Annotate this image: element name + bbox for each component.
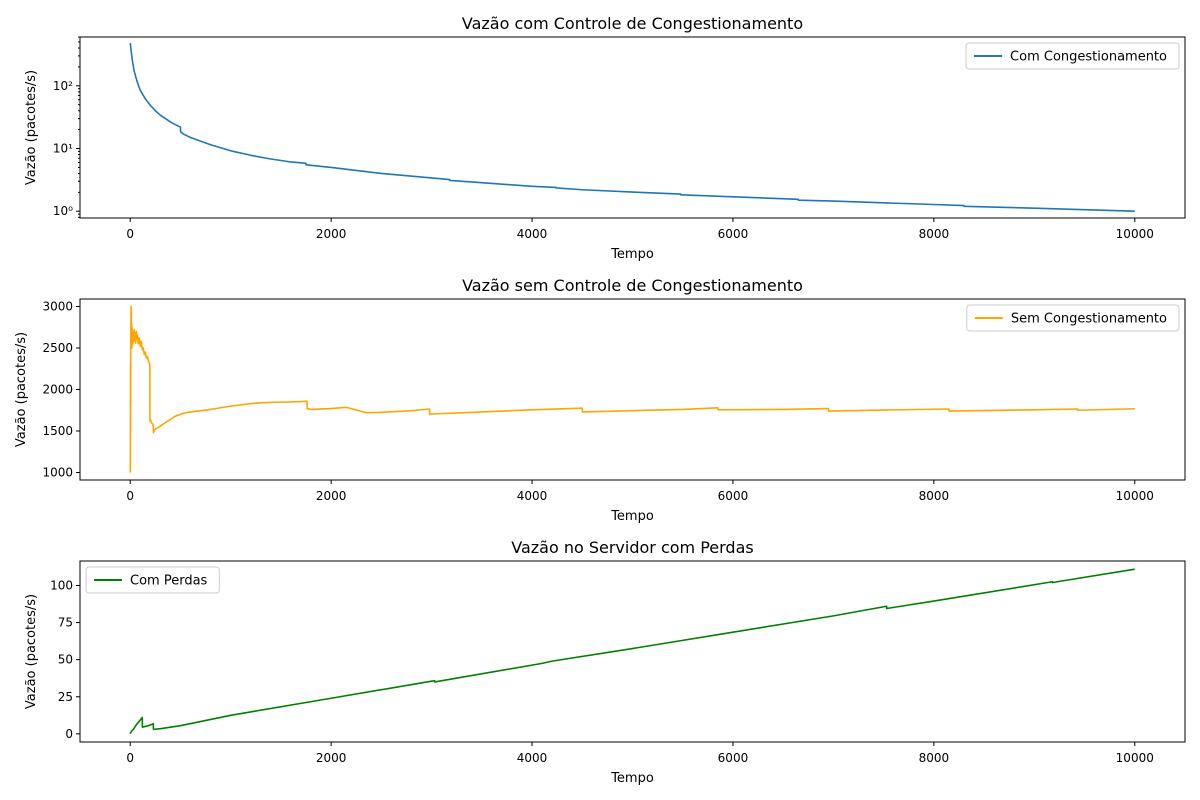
chart-title: Vazão no Servidor com Perdas	[511, 538, 753, 557]
x-tick-label: 2000	[316, 751, 347, 765]
y-tick-label: 10²	[53, 79, 73, 93]
y-tick-label: 10⁰	[53, 204, 73, 218]
x-tick-label: 10000	[1116, 227, 1154, 241]
series-line-1	[129, 305, 1135, 473]
series-line-1	[129, 568, 1135, 735]
legend: Com Perdas	[85, 566, 220, 594]
x-tick-label: 0	[126, 751, 134, 765]
legend-label: Sem Congestionamento	[1011, 312, 1167, 327]
chart-title: Vazão com Controle de Congestionamento	[462, 14, 803, 33]
y-tick-label: 25	[58, 690, 73, 704]
y-axis-label: Vazão (pacotes/s)	[24, 594, 39, 709]
legend-label: Com Perdas	[130, 574, 208, 589]
chart-panel-2: Vazão sem Controle de Congestionamento 0 2…	[14, 276, 1186, 524]
y-tick-label: 2500	[42, 341, 73, 355]
legend-box	[85, 566, 220, 594]
x-axis-label: Tempo	[610, 247, 654, 262]
chart-title: Vazão sem Controle de Congestionamento	[462, 276, 803, 295]
x-tick-label: 2000	[316, 489, 347, 503]
y-tick-label: 75	[58, 616, 73, 630]
y-tick-label: 50	[58, 653, 73, 667]
y-tick-label: 1500	[42, 424, 73, 438]
legend-label: Com Congestionamento	[1010, 50, 1167, 65]
x-tick-label: 8000	[919, 227, 950, 241]
x-tick-label: 8000	[919, 489, 950, 503]
x-axis-label: Tempo	[610, 509, 654, 524]
x-tick-label: 6000	[718, 227, 749, 241]
x-tick-label: 4000	[517, 227, 548, 241]
x-tick-label: 6000	[718, 489, 749, 503]
chart-panel-1: Vazão com Controle de Congestionamento 0 2…	[24, 14, 1186, 262]
x-tick-label: 0	[126, 227, 134, 241]
chart-panel-3: Vazão no Servidor com Perdas 0 2000 4000 600…	[24, 538, 1186, 786]
x-tick-label: 10000	[1116, 489, 1154, 503]
x-tick-label: 6000	[718, 751, 749, 765]
plot-frame	[79, 560, 1186, 743]
y-axis-label: Vazão (pacotes/s)	[14, 332, 29, 447]
x-tick-label: 2000	[316, 227, 347, 241]
y-tick-label: 2000	[42, 383, 73, 397]
x-axis-label: Tempo	[610, 771, 654, 786]
x-tick-label: 10000	[1116, 751, 1154, 765]
y-tick-label: 10¹	[53, 142, 73, 156]
legend: Com Congestionamento	[965, 42, 1180, 70]
legend: Sem Congestionamento	[966, 304, 1180, 332]
x-tick-label: 4000	[517, 489, 548, 503]
y-tick-label: 100	[50, 578, 73, 592]
legend-box	[966, 304, 1180, 332]
series-line-1	[129, 42, 1135, 213]
plot-frame	[79, 36, 1186, 219]
y-tick-label: 1000	[42, 466, 73, 480]
y-tick-label: 3000	[42, 299, 73, 313]
x-tick-label: 0	[126, 489, 134, 503]
y-tick-label: 0	[65, 727, 73, 741]
x-tick-label: 4000	[517, 751, 548, 765]
legend-box	[965, 42, 1180, 70]
x-tick-label: 8000	[919, 751, 950, 765]
y-axis-label: Vazão (pacotes/s)	[24, 70, 39, 185]
